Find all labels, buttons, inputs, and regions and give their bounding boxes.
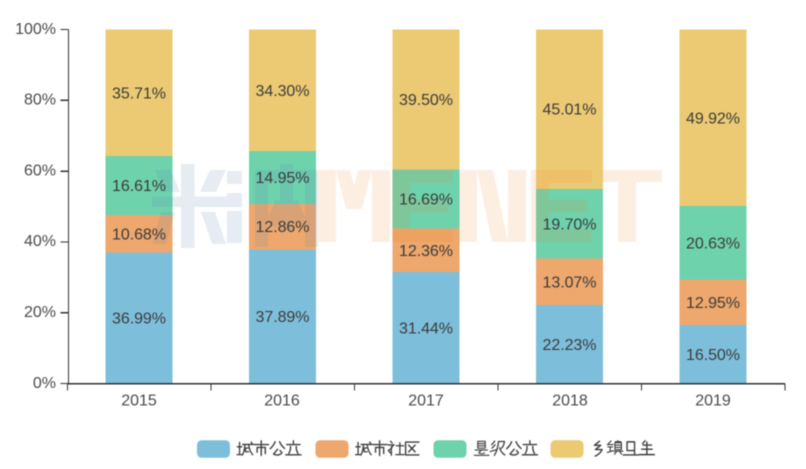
svg-text:12.86%: 12.86% <box>256 219 310 236</box>
svg-text:14.95%: 14.95% <box>256 170 310 187</box>
svg-text:80%: 80% <box>24 92 56 109</box>
svg-text:31.44%: 31.44% <box>399 321 453 338</box>
svg-text:60%: 60% <box>24 162 56 179</box>
svg-text:0%: 0% <box>33 375 56 392</box>
svg-text:12.36%: 12.36% <box>399 243 453 260</box>
svg-text:40%: 40% <box>24 233 56 250</box>
svg-text:16.61%: 16.61% <box>112 178 166 195</box>
svg-text:19.70%: 19.70% <box>543 216 597 233</box>
svg-text:20.63%: 20.63% <box>686 235 740 252</box>
svg-text:39.50%: 39.50% <box>399 92 453 109</box>
svg-text:36.99%: 36.99% <box>112 311 166 328</box>
svg-text:45.01%: 45.01% <box>543 102 597 119</box>
svg-text:16.69%: 16.69% <box>399 192 453 209</box>
svg-text:22.23%: 22.23% <box>543 337 597 354</box>
svg-text:49.92%: 49.92% <box>686 111 740 128</box>
svg-text:37.89%: 37.89% <box>256 309 310 326</box>
svg-text:16.50%: 16.50% <box>686 347 740 364</box>
svg-text:20%: 20% <box>24 304 56 321</box>
svg-text:2018: 2018 <box>552 393 588 410</box>
svg-text:34.30%: 34.30% <box>256 83 310 100</box>
svg-text:12.95%: 12.95% <box>686 295 740 312</box>
svg-text:2017: 2017 <box>408 393 444 410</box>
svg-text:2019: 2019 <box>695 393 731 410</box>
svg-text:2015: 2015 <box>121 393 157 410</box>
svg-text:10.68%: 10.68% <box>112 226 166 243</box>
svg-text:100%: 100% <box>15 21 56 38</box>
svg-text:35.71%: 35.71% <box>112 85 166 102</box>
svg-text:13.07%: 13.07% <box>543 274 597 291</box>
svg-text:2016: 2016 <box>264 393 300 410</box>
